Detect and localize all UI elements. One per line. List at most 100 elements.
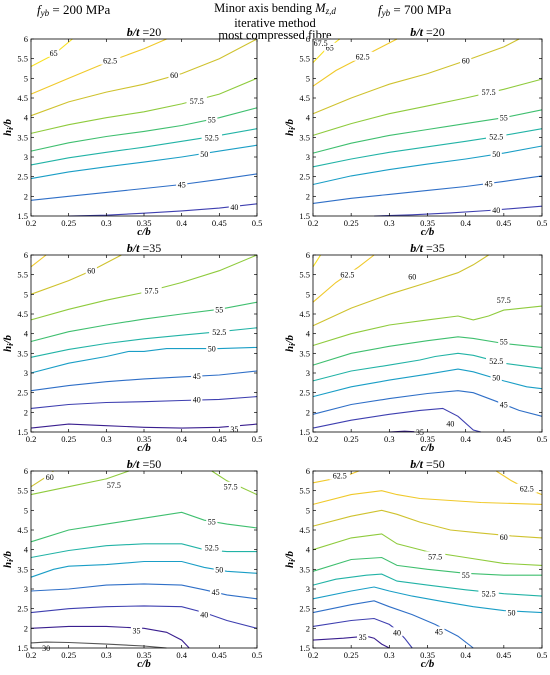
contour-label: 52.5 bbox=[489, 133, 503, 142]
contour-line-57-5 bbox=[30, 470, 130, 496]
y-tick-label: 5.5 bbox=[17, 486, 28, 496]
contour-label: 50 bbox=[215, 565, 223, 574]
contour-label: 62.5 bbox=[356, 53, 370, 62]
x-tick-label: 0.3 bbox=[384, 650, 395, 660]
contour-line-65 bbox=[312, 254, 322, 268]
contour-line-45 bbox=[312, 175, 543, 204]
contour-line-40 bbox=[30, 605, 258, 629]
y-tick-label: 2.5 bbox=[299, 172, 310, 182]
contour-label-bg bbox=[478, 588, 499, 598]
contour-label: 45 bbox=[500, 401, 508, 410]
contour-label-bg bbox=[213, 304, 225, 314]
contour-line-50 bbox=[312, 586, 543, 614]
x-tick-label: 0.35 bbox=[420, 434, 435, 444]
contour-line-50 bbox=[312, 368, 543, 398]
contour-line-60 bbox=[30, 254, 122, 295]
x-tick-label: 0.25 bbox=[344, 650, 359, 660]
y-axis-label: hi/b bbox=[284, 551, 297, 568]
header-center-method: Minor axis bending Mz,d iterative method… bbox=[214, 1, 336, 42]
panel-title: b/t =20 bbox=[127, 25, 161, 39]
contour-label: 57.5 bbox=[224, 483, 238, 492]
contour-label-bg bbox=[206, 343, 218, 353]
y-tick-label: 2.5 bbox=[17, 172, 28, 182]
contour-line-57-5 bbox=[312, 78, 543, 136]
contour-label-bg bbox=[490, 372, 502, 382]
x-axis-label: c/b bbox=[421, 658, 435, 670]
contour-label: 45 bbox=[193, 372, 201, 381]
x-tick-label: 0.35 bbox=[420, 650, 435, 660]
contour-line-55 bbox=[312, 556, 542, 576]
x-tick-label: 0.45 bbox=[212, 434, 227, 444]
contour-line-55 bbox=[30, 511, 258, 543]
x-tick-label: 0.4 bbox=[176, 218, 187, 228]
x-tick-label: 0.2 bbox=[26, 218, 37, 228]
contour-line-45 bbox=[312, 600, 474, 649]
y-tick-label: 6 bbox=[24, 250, 28, 260]
y-axis-label: hi/b bbox=[2, 335, 15, 352]
y-tick-label: 5 bbox=[306, 505, 310, 515]
contour-label-bg bbox=[329, 470, 350, 480]
y-tick-label: 3 bbox=[306, 152, 310, 162]
y-tick-label: 1.5 bbox=[299, 427, 310, 437]
y-tick-label: 3.5 bbox=[299, 348, 310, 358]
panel-title: b/t =35 bbox=[410, 241, 444, 255]
contour-label: 52.5 bbox=[212, 328, 226, 337]
contour-label: 50 bbox=[492, 150, 500, 159]
contour-label: 52.5 bbox=[205, 133, 219, 142]
x-tick-label: 0.25 bbox=[61, 434, 76, 444]
x-tick-label: 0.25 bbox=[344, 434, 359, 444]
contour-label-bg bbox=[40, 643, 52, 652]
y-tick-label: 4.5 bbox=[299, 525, 310, 535]
contour-label-bg bbox=[310, 37, 331, 47]
y-tick-label: 5 bbox=[24, 73, 28, 83]
y-tick-label: 2 bbox=[306, 191, 310, 201]
contour-line-52-5 bbox=[30, 128, 258, 166]
x-tick-label: 0.4 bbox=[176, 650, 187, 660]
contour-label-bg bbox=[228, 202, 240, 211]
y-tick-label: 3 bbox=[24, 368, 28, 378]
contour-label: 50 bbox=[508, 609, 516, 618]
contour-label-bg bbox=[498, 112, 510, 122]
contour-label: 57.5 bbox=[428, 552, 442, 561]
contour-label-bg bbox=[424, 551, 446, 561]
y-tick-label: 4 bbox=[306, 545, 311, 555]
contour-label: 35 bbox=[416, 428, 424, 437]
y-tick-label: 5.5 bbox=[17, 270, 28, 280]
contour-line-57-5 bbox=[211, 470, 258, 496]
contour-label-bg bbox=[324, 42, 336, 52]
contour-label: 45 bbox=[178, 181, 186, 190]
contour-line-62-5 bbox=[30, 38, 167, 95]
y-axis-label: hi/b bbox=[2, 119, 15, 136]
x-tick-label: 0.3 bbox=[384, 218, 395, 228]
y-tick-label: 5 bbox=[306, 73, 310, 83]
x-tick-label: 0.2 bbox=[26, 650, 37, 660]
y-tick-label: 2 bbox=[306, 623, 310, 633]
contour-label-bg bbox=[460, 570, 472, 580]
y-tick-label: 4 bbox=[306, 329, 311, 339]
contour-label-bg bbox=[490, 149, 502, 159]
panel-title: b/t =50 bbox=[410, 457, 444, 471]
contour-label: 45 bbox=[212, 588, 220, 597]
contour-label-bg bbox=[414, 427, 426, 436]
x-tick-label: 0.3 bbox=[384, 434, 395, 444]
contour-label: 57.5 bbox=[145, 286, 159, 295]
contour-label-bg bbox=[176, 179, 188, 189]
contour-label-bg bbox=[505, 607, 518, 617]
x-tick-label: 0.5 bbox=[252, 218, 263, 228]
x-tick-label: 0.4 bbox=[460, 650, 471, 660]
contour-line-62-5 bbox=[312, 490, 543, 505]
contour-label-bg bbox=[201, 132, 222, 142]
y-tick-label: 5 bbox=[24, 289, 28, 299]
y-tick-label: 6 bbox=[306, 34, 310, 44]
contour-label-bg bbox=[460, 55, 472, 65]
contour-label-bg bbox=[352, 51, 373, 61]
y-tick-label: 2.5 bbox=[17, 388, 28, 398]
contour-label-bg bbox=[357, 632, 369, 641]
contour-label: 55 bbox=[208, 116, 216, 125]
contour-line-57-5 bbox=[312, 305, 543, 347]
x-tick-label: 0.35 bbox=[137, 434, 152, 444]
x-tick-label: 0.3 bbox=[101, 218, 112, 228]
contour-label: 62.5 bbox=[333, 472, 347, 481]
y-axis-label: hi/b bbox=[2, 551, 15, 568]
